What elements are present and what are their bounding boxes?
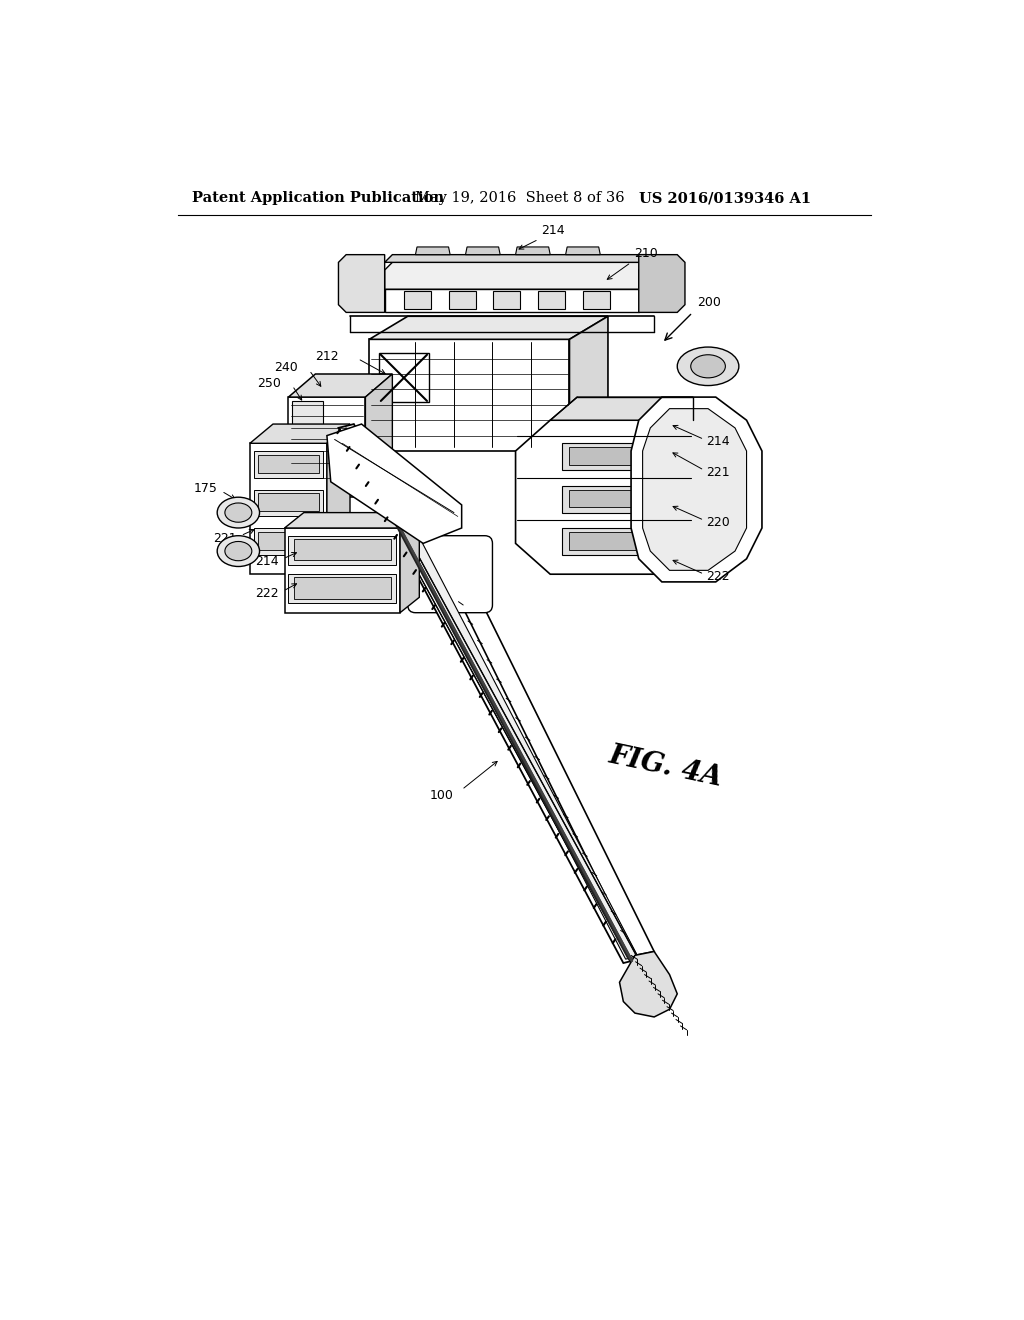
Text: 250: 250 — [257, 376, 281, 389]
Text: 175: 175 — [194, 482, 217, 495]
Text: 210: 210 — [634, 247, 657, 260]
Polygon shape — [562, 486, 654, 512]
Polygon shape — [385, 263, 646, 289]
Polygon shape — [250, 424, 350, 444]
Polygon shape — [515, 247, 550, 255]
FancyBboxPatch shape — [408, 536, 493, 612]
Polygon shape — [285, 512, 419, 528]
Polygon shape — [403, 290, 431, 309]
Text: May 19, 2016  Sheet 8 of 36: May 19, 2016 Sheet 8 of 36 — [416, 191, 625, 206]
Text: 240: 240 — [273, 362, 298, 375]
Text: 214: 214 — [707, 436, 730, 449]
Polygon shape — [350, 426, 637, 960]
Polygon shape — [400, 512, 419, 612]
Ellipse shape — [217, 536, 259, 566]
Polygon shape — [258, 494, 319, 511]
Polygon shape — [631, 397, 762, 582]
Text: FIG. 4A: FIG. 4A — [606, 742, 725, 792]
Polygon shape — [254, 528, 323, 554]
Polygon shape — [292, 401, 323, 424]
Polygon shape — [339, 255, 385, 313]
Polygon shape — [550, 397, 692, 420]
Text: 221: 221 — [707, 466, 730, 479]
Ellipse shape — [677, 347, 739, 385]
Text: 214: 214 — [541, 224, 564, 238]
Text: 222: 222 — [256, 587, 280, 601]
Ellipse shape — [217, 498, 259, 528]
Polygon shape — [449, 290, 475, 309]
Polygon shape — [385, 289, 639, 313]
Polygon shape — [462, 601, 654, 956]
Ellipse shape — [225, 541, 252, 561]
Text: 221: 221 — [213, 532, 237, 545]
Polygon shape — [258, 532, 319, 549]
Polygon shape — [385, 255, 646, 263]
Polygon shape — [562, 528, 654, 554]
Polygon shape — [339, 424, 639, 964]
Polygon shape — [289, 536, 396, 565]
Polygon shape — [250, 444, 327, 574]
Text: 220: 220 — [707, 516, 730, 529]
Text: 212: 212 — [314, 350, 339, 363]
Polygon shape — [289, 374, 392, 397]
Polygon shape — [254, 451, 323, 478]
Polygon shape — [294, 539, 391, 561]
Polygon shape — [327, 424, 350, 574]
Polygon shape — [466, 247, 500, 255]
Polygon shape — [294, 577, 391, 599]
Polygon shape — [370, 317, 608, 339]
Polygon shape — [562, 444, 654, 470]
Ellipse shape — [585, 441, 631, 462]
Polygon shape — [289, 574, 396, 603]
Polygon shape — [643, 409, 746, 570]
Text: US 2016/0139346 A1: US 2016/0139346 A1 — [639, 191, 811, 206]
Text: 100: 100 — [430, 788, 454, 801]
Polygon shape — [515, 420, 692, 574]
Polygon shape — [569, 317, 608, 451]
Polygon shape — [416, 247, 451, 255]
Text: 214: 214 — [256, 554, 280, 568]
Polygon shape — [327, 424, 462, 544]
Polygon shape — [569, 447, 646, 465]
Ellipse shape — [639, 974, 670, 994]
Polygon shape — [289, 397, 366, 498]
Polygon shape — [565, 247, 600, 255]
Polygon shape — [620, 952, 677, 1016]
Polygon shape — [569, 490, 646, 507]
Polygon shape — [583, 290, 609, 309]
Ellipse shape — [569, 503, 646, 537]
Polygon shape — [254, 490, 323, 516]
Text: 222: 222 — [707, 570, 730, 583]
Polygon shape — [538, 290, 565, 309]
Polygon shape — [494, 290, 520, 309]
Ellipse shape — [691, 355, 725, 378]
Text: Patent Application Publication: Patent Application Publication — [193, 191, 444, 206]
Ellipse shape — [569, 434, 646, 469]
Ellipse shape — [225, 503, 252, 523]
Text: 200: 200 — [697, 296, 721, 309]
Polygon shape — [569, 532, 646, 549]
Polygon shape — [370, 339, 569, 451]
Ellipse shape — [585, 510, 631, 531]
Polygon shape — [639, 255, 685, 313]
Polygon shape — [366, 374, 392, 498]
Polygon shape — [258, 455, 319, 473]
Polygon shape — [285, 528, 400, 612]
